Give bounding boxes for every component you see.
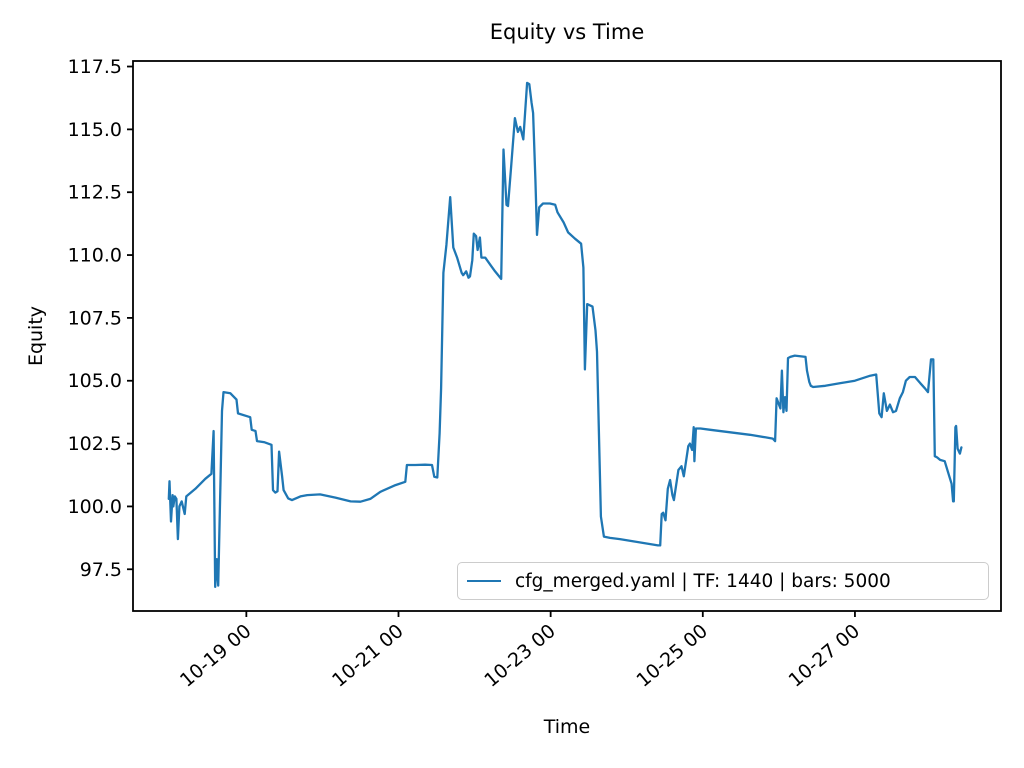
y-tick-label: 102.5 xyxy=(68,433,122,455)
y-tick-label: 110.0 xyxy=(68,245,122,267)
x-tick-label: 10-27 00 xyxy=(785,620,865,692)
y-tick-label: 115.0 xyxy=(68,119,122,141)
y-axis-label: Equity xyxy=(25,305,47,367)
y-tick-label: 107.5 xyxy=(68,307,122,329)
y-tick-label: 105.0 xyxy=(68,370,122,392)
legend-label: cfg_merged.yaml | TF: 1440 | bars: 5000 xyxy=(515,570,891,592)
legend: cfg_merged.yaml | TF: 1440 | bars: 5000 xyxy=(457,562,989,600)
x-tick-label: 10-23 00 xyxy=(480,620,560,692)
equity-line xyxy=(167,81,963,589)
x-tick-label: 10-25 00 xyxy=(632,620,712,692)
y-tick-label: 97.5 xyxy=(80,559,122,581)
y-tick-label: 117.5 xyxy=(68,56,122,78)
chart-title: Equity vs Time xyxy=(489,20,645,44)
legend-line-sample xyxy=(467,580,501,582)
axes-spines xyxy=(132,60,1002,612)
x-axis-label: Time xyxy=(543,716,591,738)
y-tick-label: 100.0 xyxy=(68,496,122,518)
x-tick-label: 10-21 00 xyxy=(328,620,408,692)
x-tick-label: 10-19 00 xyxy=(176,620,256,692)
y-tick-label: 112.5 xyxy=(68,182,122,204)
